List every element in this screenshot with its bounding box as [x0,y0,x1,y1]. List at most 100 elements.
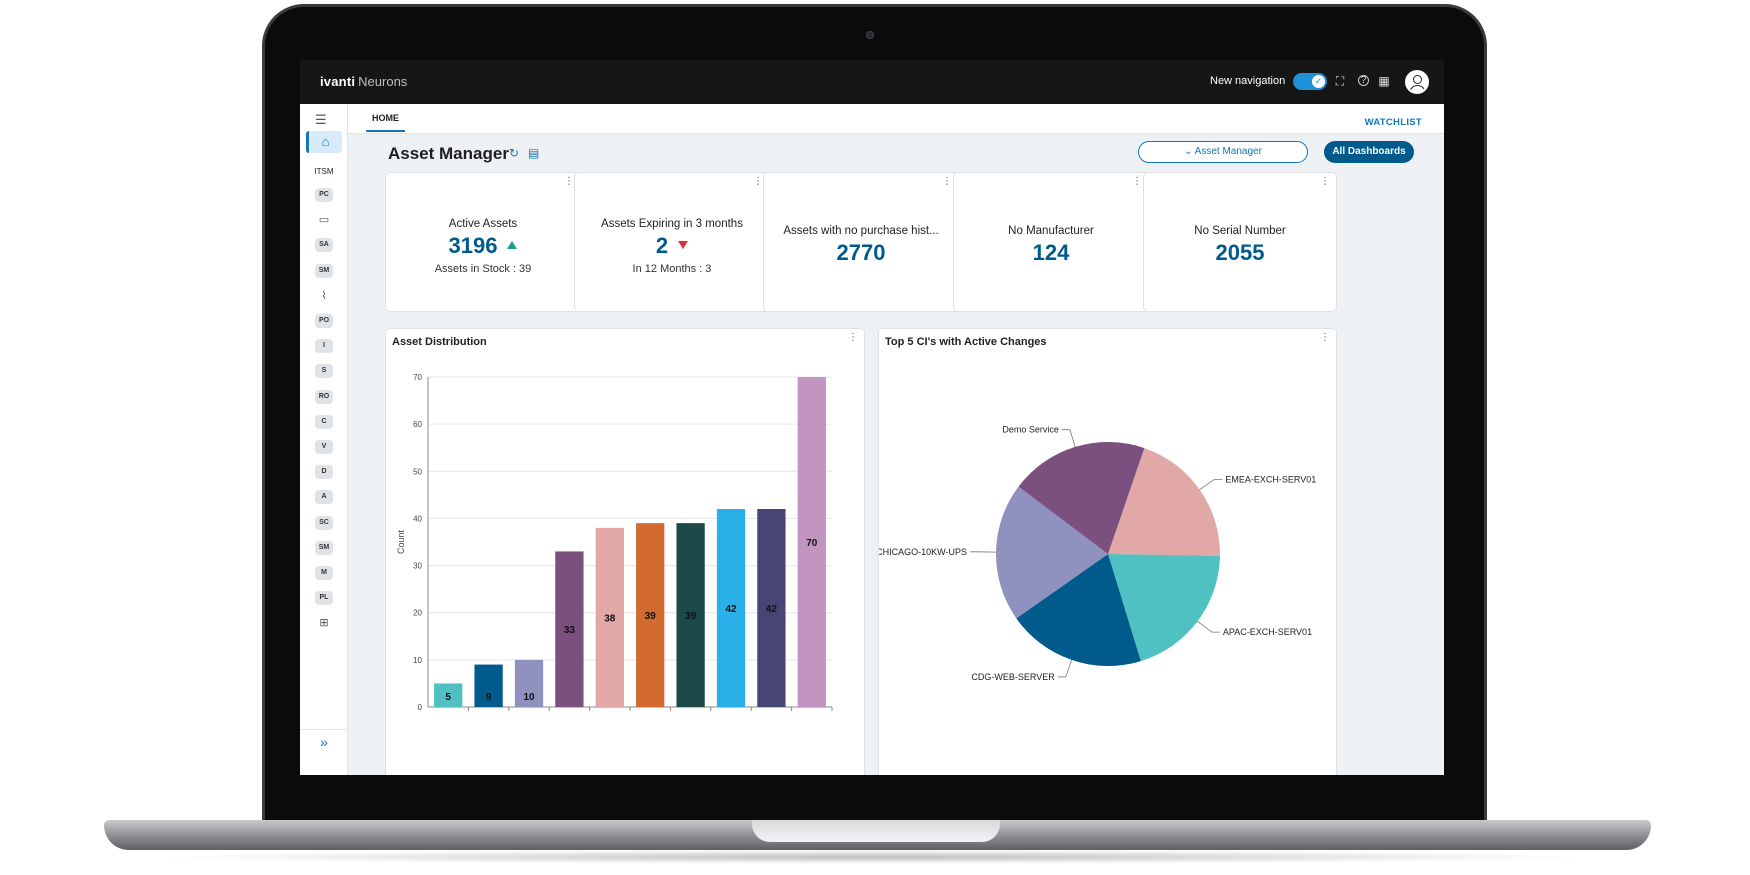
bar [474,664,503,707]
fullscreen-icon[interactable]: ⛶ [1335,74,1345,88]
sidebar-item-c[interactable]: C [315,414,333,429]
bar [514,659,544,707]
sidebar-item-i[interactable]: I [315,339,333,354]
sidebar-item-s[interactable]: S [315,364,333,379]
bar [716,509,746,707]
watchlist-link[interactable]: WATCHLIST [1364,117,1422,128]
page-title: Asset Manager [388,144,509,163]
more-options-icon[interactable]: ⋮ [942,176,952,187]
kpi-label: No Serial Number [1194,225,1286,237]
top5-ci-pie-chart: EMEA-EXCH-SERV01 APAC-EXCH-SERV01 CDG-WEB-… [879,425,1316,682]
camera-dot [866,31,874,39]
dashboard-dropdown[interactable]: ⌄ Asset Manager [1138,141,1308,163]
user-avatar[interactable] [1405,70,1429,94]
bar-value-label: 38 [604,613,616,624]
pie-slice-label: Demo Service [1002,425,1059,435]
brand-logo[interactable]: ivanti Neurons [320,74,407,89]
asset-distribution-chart: 0 10 20 30 40 50 60 70 Count 5 9 10 33 38 39 39 42 42 70 [396,373,833,712]
kpi-label: Assets with no purchase hist... [783,225,939,237]
sidebar-item-d[interactable]: D [315,465,333,480]
sidebar-item-po[interactable]: PO [315,314,333,328]
laptop-notch [752,820,1000,842]
kpi-value: 124 [1032,240,1070,265]
satellite-icon[interactable]: ⌇ [321,289,327,302]
home-icon[interactable]: ⌂ [306,131,342,153]
kpi-value: 3196 [386,233,580,259]
bar-value-label: 42 [725,604,737,615]
kpi-sub: Assets in Stock : 39 [434,263,532,275]
pie-slice-label: CHICAGO-10KW-UPS [879,547,967,557]
tab-bar: HOME WATCHLIST [348,104,1444,134]
pie-slice [996,486,1108,619]
brand-name: ivanti [320,74,356,89]
bar-value-label: 9 [486,692,492,703]
kpi-value-text: 3196 [448,233,498,258]
y-tick-label: 40 [413,514,422,523]
pie-slice-label: APAC-EXCH-SERV01 [1223,627,1312,637]
more-options-icon[interactable]: ⋮ [1132,176,1142,187]
add-module-icon[interactable]: ⊞ [319,617,329,630]
more-options-icon[interactable]: ⋮ [564,176,574,187]
pie-slice [1108,448,1220,556]
check-icon: ✓ [1312,75,1325,88]
top-bar: ivanti Neurons New navigation ✓ ⛶ ? ▦ [300,60,1444,104]
asset-distribution-panel: Asset Distribution ⋮ 0 10 20 30 40 50 60 70 Coun… [385,328,865,775]
bar [757,509,786,707]
sidebar-item-ro[interactable]: RO [315,389,333,404]
bar-value-label: 33 [564,625,576,636]
top5-ci-panel: Top 5 CI's with Active Changes ⋮ EMEA-EX… [878,328,1337,775]
sidebar-item-v[interactable]: V [315,440,333,454]
y-tick-label: 50 [413,467,422,476]
pie-slice-label: EMEA-EXCH-SERV01 [1225,474,1316,484]
kpi-card-active-assets[interactable]: ⋮ Active Assets 3196 Assets in Stock : 3… [385,172,581,312]
sidebar-item-a[interactable]: A [315,490,333,505]
kpi-value-text: 2 [655,233,669,258]
tab-home[interactable]: HOME [366,113,405,132]
bar [595,527,624,707]
kpi-value: 2055 [1215,240,1265,265]
layout-icon[interactable]: ▤ [528,146,540,160]
more-options-icon[interactable]: ⋮ [1320,332,1330,343]
y-tick-label: 10 [413,656,422,665]
sidebar-item-pc[interactable]: PC [315,188,333,202]
help-icon[interactable]: ? [1358,75,1369,86]
sidebar-item-sm[interactable]: SM [315,540,333,555]
all-dashboards-button[interactable]: All Dashboards [1324,141,1414,163]
bar-value-label: 42 [766,604,778,615]
kpi-card-no-serial-number[interactable]: ⋮ No Serial Number 2055 [1143,172,1337,312]
app-screen: ivanti Neurons New navigation ✓ ⛶ ? ▦ ☰ ⌂… [300,60,1444,775]
pie-leader-line [1057,659,1073,678]
bar-value-label: 39 [685,611,697,622]
y-tick-label: 70 [413,373,422,382]
more-options-icon[interactable]: ⋮ [753,176,763,187]
more-options-icon[interactable]: ⋮ [1320,176,1330,187]
kpi-label: No Manufacturer [1008,225,1094,237]
laptop-shadow [150,850,1600,864]
sidebar-item-sm[interactable]: SM [315,263,333,278]
sidebar-item-pl[interactable]: PL [315,591,333,606]
hamburger-menu-icon[interactable]: ☰ [315,112,327,127]
sidebar-item-m[interactable]: M [315,566,333,580]
kpi-card-no-manufacturer[interactable]: ⋮ No Manufacturer 124 [953,172,1149,312]
sidebar-section-itsm[interactable]: ITSM [314,167,334,176]
bar [555,551,584,707]
sidebar-item-sa[interactable]: SA [315,238,333,253]
kpi-card-no-purchase-history[interactable]: ⋮ Assets with no purchase hist... 2770 [763,172,959,312]
pie-leader-line [1197,621,1220,633]
more-options-icon[interactable]: ⋮ [848,332,858,343]
sidebar-item-sc[interactable]: SC [315,515,333,530]
bar [676,523,705,707]
apps-grid-icon[interactable]: ▦ [1378,74,1390,88]
expand-sidebar-icon[interactable]: » [300,729,348,750]
new-navigation-toggle[interactable]: ✓ [1293,73,1327,90]
monitor-icon[interactable]: ▭ [318,214,330,227]
pie-leader-line [1199,478,1223,491]
pie-slice [1018,442,1145,554]
pie-leader-line [1061,429,1076,448]
kpi-card-assets-expiring[interactable]: ⋮ Assets Expiring in 3 months 2 In 12 Mo… [574,172,770,312]
avatar-body [1409,85,1426,92]
refresh-icon[interactable]: ↻ [509,146,520,160]
bar-value-label: 39 [645,611,657,622]
kpi-value: 2 [575,233,769,259]
